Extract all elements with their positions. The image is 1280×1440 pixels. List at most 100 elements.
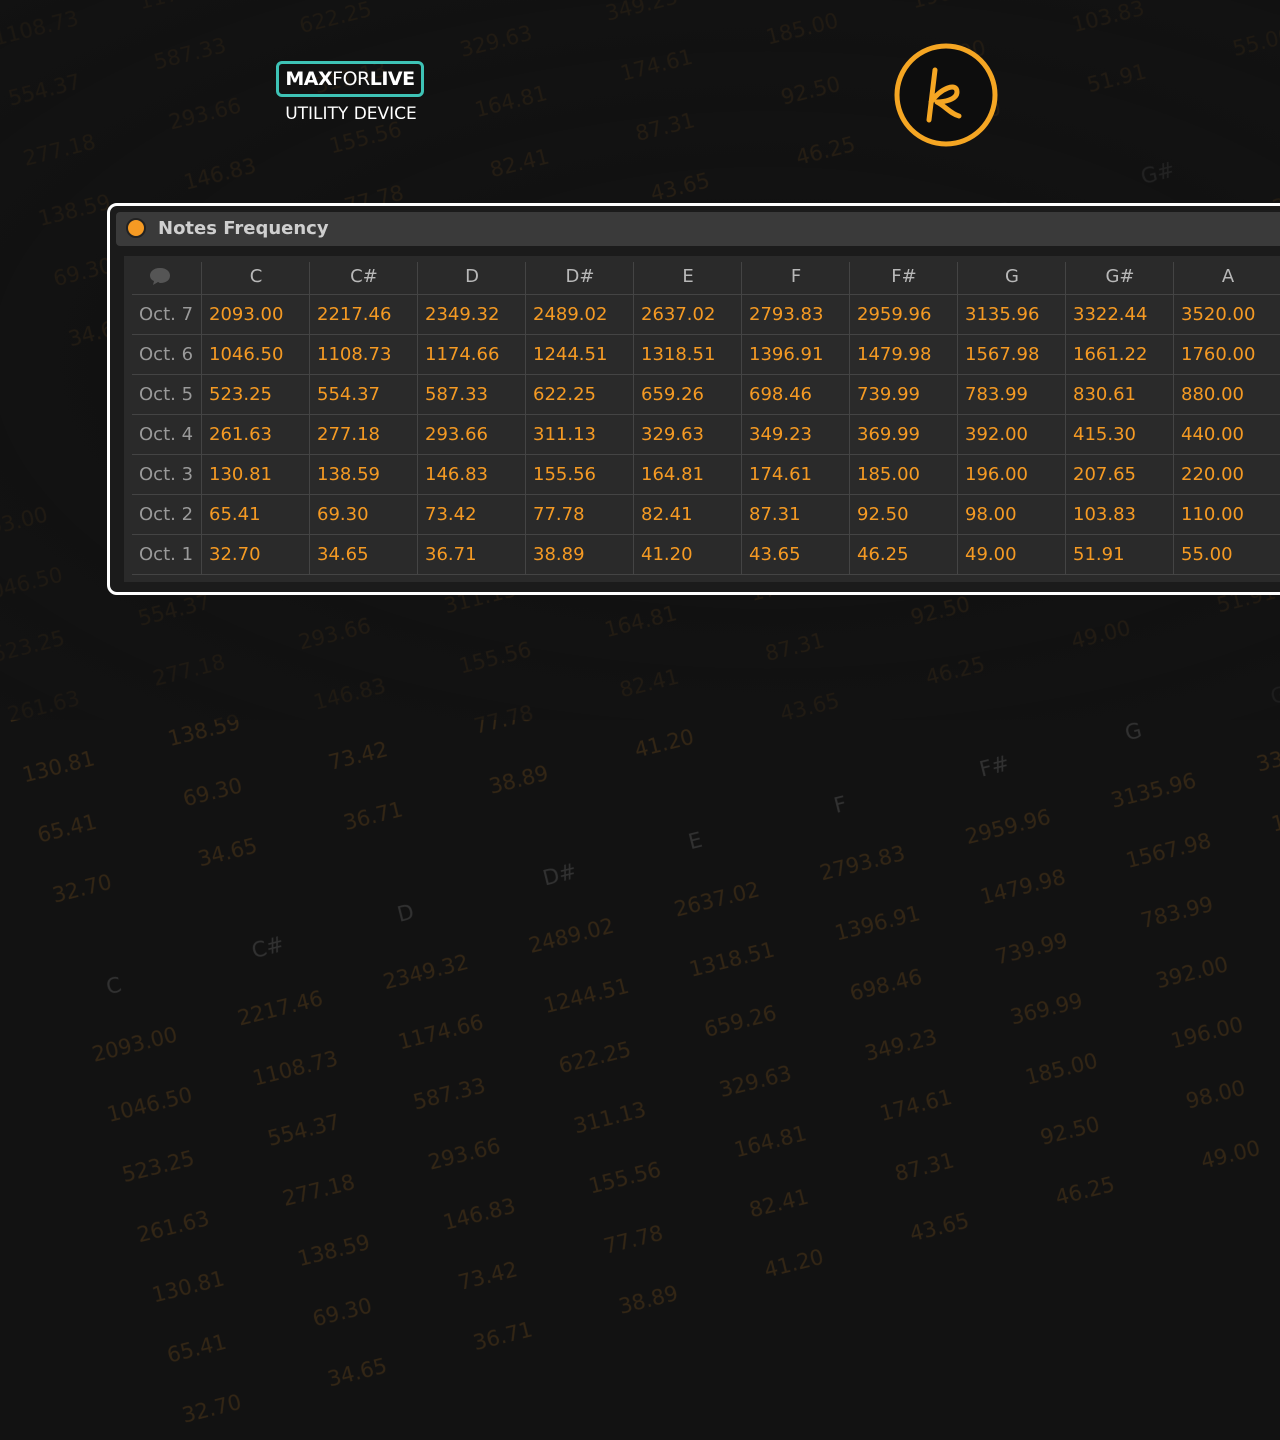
background-cell: 34.65: [325, 1353, 390, 1392]
frequency-cell: 783.99: [965, 384, 1028, 405]
row-divider: [132, 414, 1280, 415]
frequency-cell: 523.25: [209, 384, 272, 405]
background-cell: 698.46: [847, 964, 925, 1006]
frequency-cell: 880.00: [1181, 384, 1244, 405]
frequency-cell: 329.63: [641, 424, 704, 445]
row-label: Oct. 1: [139, 544, 194, 565]
row-label: Oct. 5: [139, 384, 194, 405]
frequency-cell: 103.83: [1073, 504, 1136, 525]
column-divider: [417, 262, 418, 575]
background-cell: 3135.96: [1108, 768, 1199, 813]
frequency-cell: 1760.00: [1181, 344, 1256, 365]
frequency-cell: 138.59: [317, 464, 380, 485]
column-header: G#: [1105, 266, 1135, 287]
frequency-table: C C# D D# E F F# G G# A Oct. 7 2093.00 2217.46 2349.3…: [124, 256, 1280, 582]
frequency-cell: 293.66: [425, 424, 488, 445]
background-cell: 2217.46: [235, 986, 326, 1031]
row-divider: [132, 494, 1280, 495]
frequency-cell: 739.99: [857, 384, 920, 405]
column-divider: [741, 262, 742, 575]
frequency-cell: 3322.44: [1073, 304, 1148, 325]
background-cell: 34.65: [195, 833, 260, 872]
frequency-cell: 392.00: [965, 424, 1028, 445]
row-divider: [132, 294, 1280, 295]
frequency-cell: 51.91: [1073, 544, 1125, 565]
frequency-cell: 1318.51: [641, 344, 716, 365]
background-cell: 523.25: [119, 1146, 197, 1188]
background-cell: 196.00: [1168, 1012, 1246, 1054]
frequency-cell: 311.13: [533, 424, 596, 445]
column-divider: [1173, 262, 1174, 575]
background-cell: 587.33: [410, 1073, 488, 1115]
device-panel: Notes Frequency C C# D D# E F F# G G# A Oct. 7 2093…: [107, 203, 1280, 595]
frequency-cell: 1244.51: [533, 344, 608, 365]
row-label: Oct. 2: [139, 504, 194, 525]
column-header: D#: [565, 266, 595, 287]
column-divider: [525, 262, 526, 575]
background-cell: 261.63: [134, 1206, 212, 1248]
row-label: Oct. 7: [139, 304, 194, 325]
background-cell: 2637.02: [671, 877, 762, 922]
frequency-cell: 41.20: [641, 544, 693, 565]
device-toggle[interactable]: [126, 218, 146, 238]
background-cell: 65.41: [34, 809, 100, 848]
frequency-cell: 174.61: [749, 464, 812, 485]
row-divider: [132, 454, 1280, 455]
background-cell: 1046.50: [104, 1082, 195, 1127]
frequency-cell: 196.00: [965, 464, 1028, 485]
frequency-cell: 554.37: [317, 384, 380, 405]
logo-part: MAX: [285, 68, 333, 90]
background-cell: 164.81: [731, 1121, 809, 1163]
background-header: F#: [977, 751, 1012, 782]
background-cell: 77.78: [601, 1220, 666, 1259]
background-cell: 1174.66: [395, 1010, 486, 1055]
background-cell: 2959.96: [962, 804, 1054, 850]
background-cell: 3322.44: [1254, 732, 1280, 777]
frequency-cell: 1108.73: [317, 344, 392, 365]
frequency-cell: 2959.96: [857, 304, 932, 325]
frequency-cell: 155.56: [533, 464, 596, 485]
frequency-cell: 146.83: [425, 464, 488, 485]
column-header: A: [1221, 266, 1235, 287]
frequency-cell: 698.46: [749, 384, 812, 405]
row-divider: [132, 374, 1280, 375]
background-cell: 46.25: [1052, 1172, 1118, 1210]
logo-part: LIVE: [369, 68, 415, 90]
background-cell: 2093.00: [89, 1022, 180, 1067]
frequency-cell: 2637.02: [641, 304, 716, 325]
background-cell: 69.30: [180, 773, 245, 812]
background-cell: 155.56: [586, 1157, 664, 1199]
background-cell: 73.42: [455, 1257, 520, 1295]
background-cell: 38.89: [616, 1281, 681, 1319]
background-cell: 369.99: [1007, 988, 1086, 1030]
background-cell: 185.00: [1022, 1048, 1101, 1090]
background-cell: 2489.02: [526, 913, 617, 958]
frequency-cell: 69.30: [317, 504, 369, 525]
column-divider: [309, 262, 310, 575]
frequency-cell: 46.25: [857, 544, 909, 565]
frequency-cell: 65.41: [209, 504, 261, 525]
frequency-cell: 164.81: [641, 464, 704, 485]
background-cell: 1567.98: [1123, 828, 1214, 873]
background-cell: 36.71: [341, 797, 406, 836]
frequency-cell: 77.78: [533, 504, 585, 525]
background-cell: 349.23: [862, 1024, 940, 1066]
background-cell: 87.31: [892, 1148, 957, 1187]
title-bar: Notes Frequency: [116, 212, 1280, 246]
logo-part: FOR: [332, 68, 370, 90]
frequency-cell: 38.89: [533, 544, 585, 565]
comment-icon: [150, 268, 170, 285]
frequency-cell: 49.00: [965, 544, 1017, 565]
background-cell: 36.71: [470, 1317, 535, 1356]
row-label: Oct. 3: [139, 464, 194, 485]
background-header: C#: [249, 931, 287, 964]
frequency-cell: 659.26: [641, 384, 704, 405]
background-cell: 1396.91: [832, 901, 923, 946]
column-divider: [849, 262, 850, 575]
background-cell: 659.26: [701, 1000, 779, 1042]
background-cell: 41.20: [761, 1244, 826, 1283]
frequency-cell: 220.00: [1181, 464, 1244, 485]
background-cell: 2793.83: [817, 841, 908, 886]
background-cell: 146.83: [440, 1193, 518, 1235]
background-cell: 783.99: [1138, 892, 1216, 934]
